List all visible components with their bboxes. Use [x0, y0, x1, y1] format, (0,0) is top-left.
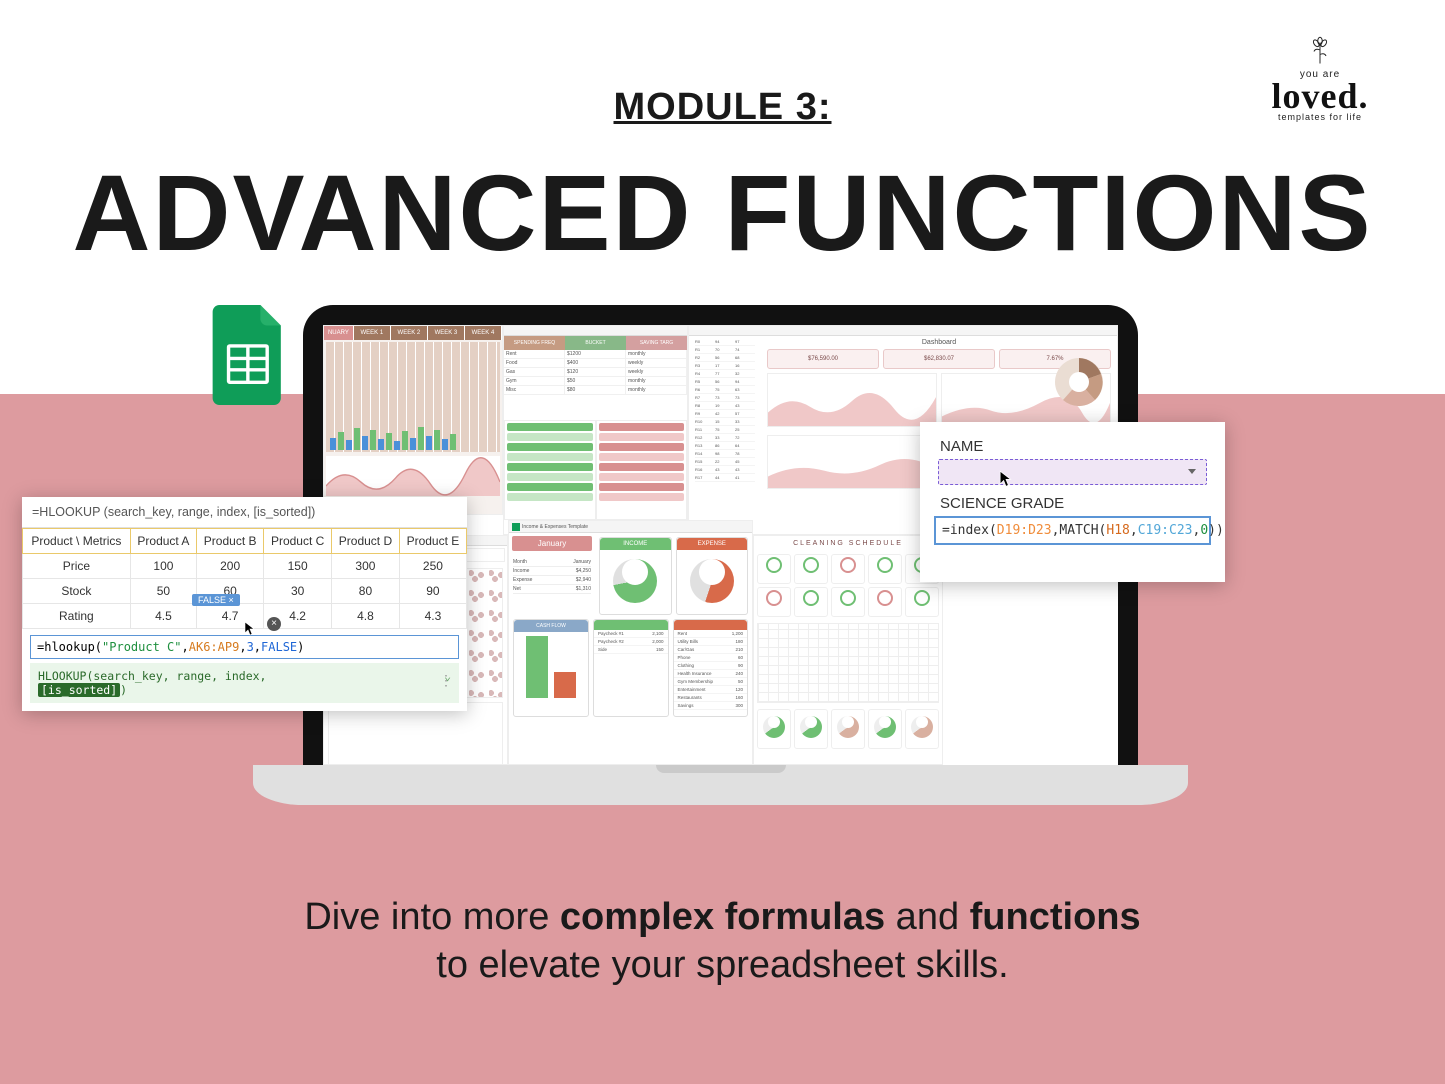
module-label: MODULE 3: — [0, 86, 1445, 129]
week-tab: WEEK 1 — [354, 326, 391, 340]
kpi: $76,590.00 — [767, 349, 879, 369]
index-formula: =index(D19:D23,MATCH(H18,C19:C23,0)) — [934, 516, 1211, 545]
week-tab: WEEK 3 — [428, 326, 465, 340]
col-head: SAVING TARG — [626, 336, 687, 350]
card-head: CASH FLOW — [514, 620, 588, 632]
screen-panel-tracker: NUARY WEEK 1 WEEK 2 WEEK 3 WEEK 4 — [323, 325, 503, 515]
table-cell: Rating — [23, 604, 131, 629]
table-header: Product C — [264, 529, 332, 554]
google-sheets-icon — [209, 305, 289, 405]
false-badge: FALSE × — [192, 594, 240, 606]
table-cell: Price — [23, 554, 131, 579]
screen-panel-budget: SPENDING FREQBUCKETSAVING TARG Rent$1200… — [503, 325, 688, 535]
hint-param: [is_sorted] — [38, 683, 120, 697]
name-label: NAME — [940, 438, 1205, 455]
formula-token: AK6:AP9 — [189, 640, 240, 654]
table-cell: 50 — [130, 579, 196, 604]
close-icon[interactable]: × — [267, 617, 281, 631]
formula-token: =hlookup( — [37, 640, 102, 654]
table-cell: 150 — [264, 554, 332, 579]
formula-token: FALSE — [261, 640, 297, 654]
formula-token: , — [182, 640, 189, 654]
hlookup-callout: =HLOOKUP (search_key, range, index, [is_… — [22, 497, 467, 711]
table-row: Price100200150300250 — [23, 554, 467, 579]
formula-token: 0 — [1200, 523, 1208, 538]
card-head: EXPENSE — [677, 538, 748, 550]
month-tab: NUARY — [324, 326, 354, 340]
tagline-text: Dive into more — [304, 896, 560, 938]
formula-token: H18 — [1106, 523, 1129, 538]
table-header: Product E — [399, 529, 466, 554]
table-cell: 250 — [399, 554, 466, 579]
table-header: Product A — [130, 529, 196, 554]
formula-token: =index( — [942, 523, 997, 538]
hlookup-table: Product \ MetricsProduct AProduct BProdu… — [22, 528, 467, 629]
kpi: $62,830.07 — [883, 349, 995, 369]
doc-title: Income & Expenses Template — [522, 524, 588, 530]
screen-panel-income-expense: Income & Expenses Template January Month… — [508, 520, 753, 765]
formula-token: )) — [1208, 523, 1224, 538]
hint-text: ) — [120, 683, 127, 697]
formula-token: MATCH( — [1059, 523, 1106, 538]
formula-token: ) — [297, 640, 304, 654]
table-cell: 30 — [264, 579, 332, 604]
laptop-notch — [656, 765, 786, 773]
formula-token: C19:C23 — [1138, 523, 1193, 538]
cursor-icon — [999, 470, 1013, 488]
hlookup-formula: =hlookup("Product C",AK6:AP9,3,FALSE) — [30, 635, 459, 659]
tagline-bold: functions — [970, 896, 1141, 938]
tagline-text: to elevate your spreadsheet skills. — [436, 944, 1008, 986]
more-icon[interactable]: ⋮ — [439, 672, 455, 689]
table-cell: 4.5 — [130, 604, 196, 629]
table-cell: 200 — [197, 554, 264, 579]
flower-icon — [1250, 35, 1390, 69]
week-tab: WEEK 4 — [465, 326, 502, 340]
page-title: ADVANCED FUNCTIONS — [0, 150, 1445, 275]
week-tab: WEEK 2 — [391, 326, 428, 340]
formula-token: , — [239, 640, 246, 654]
dashboard-title: Dashboard — [761, 336, 1117, 349]
col-head: BUCKET — [565, 336, 626, 350]
name-dropdown[interactable] — [938, 459, 1207, 485]
table-cell: 90 — [399, 579, 466, 604]
index-match-callout: NAME SCIENCE GRADE =index(D19:D23, MATCH(… — [920, 422, 1225, 582]
pie-icon — [1051, 354, 1107, 410]
grade-label: SCIENCE GRADE — [940, 495, 1205, 512]
panel-title: CLEANING SCHEDULE — [754, 536, 942, 551]
hlookup-signature: =HLOOKUP (search_key, range, index, [is_… — [22, 497, 467, 528]
tagline-bold: complex formulas — [560, 896, 885, 938]
table-header: Product D — [332, 529, 400, 554]
tagline-text: and — [885, 896, 970, 938]
hint-text: HLOOKUP(search_key, range, index, — [38, 669, 266, 683]
tagline: Dive into more complex formulas and func… — [0, 894, 1445, 989]
table-cell: 4.3 — [399, 604, 466, 629]
caret-down-icon — [1188, 469, 1196, 474]
cursor-icon — [244, 621, 256, 637]
formula-token: , — [1130, 523, 1138, 538]
formula-token: , — [254, 640, 261, 654]
table-cell: 4.8 — [332, 604, 400, 629]
formula-token: D19:D23 — [997, 523, 1052, 538]
formula-token: "Product C" — [102, 640, 181, 654]
card-head: INCOME — [600, 538, 671, 550]
table-row: Stock5060308090 — [23, 579, 467, 604]
table-cell: 80 — [332, 579, 400, 604]
table-cell: Stock — [23, 579, 131, 604]
month-badge: January — [512, 536, 592, 551]
table-cell: 100 — [130, 554, 196, 579]
table-header: Product \ Metrics — [23, 529, 131, 554]
col-head: SPENDING FREQ — [504, 336, 565, 350]
formula-token: 3 — [247, 640, 254, 654]
hlookup-hint: HLOOKUP(search_key, range, index, [is_so… — [30, 663, 459, 703]
screen-panel-cleaning: CLEANING SCHEDULE — [753, 535, 943, 765]
table-cell: 300 — [332, 554, 400, 579]
table-header: Product B — [197, 529, 264, 554]
